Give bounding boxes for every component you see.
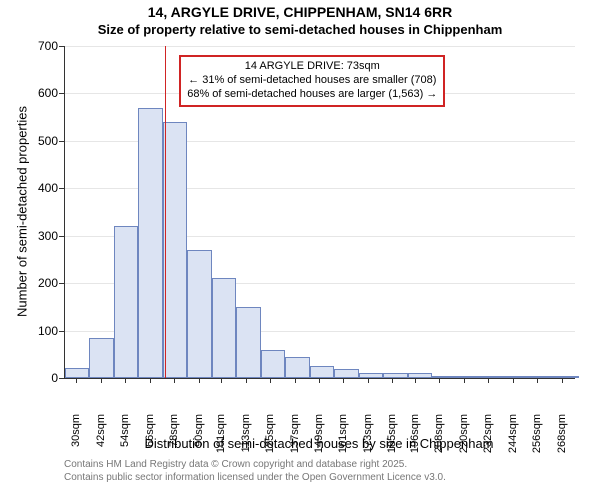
x-tick-label: 185sqm [386, 414, 398, 462]
histogram-bar [310, 366, 334, 378]
plot-area: 14 ARGYLE DRIVE: 73sqm← 31% of semi-deta… [64, 46, 575, 379]
histogram-bar [530, 376, 554, 378]
x-tick-mark [76, 378, 77, 383]
x-tick-mark [368, 378, 369, 383]
x-tick-label: 173sqm [362, 414, 374, 462]
x-tick-label: 232sqm [482, 414, 494, 462]
x-tick-label: 220sqm [458, 414, 470, 462]
reference-line [165, 46, 166, 378]
histogram-bar [114, 226, 138, 378]
y-tick-label: 600 [22, 86, 58, 100]
x-tick-mark [343, 378, 344, 383]
y-tick-label: 0 [22, 371, 58, 385]
x-tick-label: 101sqm [215, 414, 227, 462]
x-tick-mark [415, 378, 416, 383]
x-tick-label: 196sqm [409, 414, 421, 462]
y-tick-label: 100 [22, 324, 58, 338]
x-tick-label: 149sqm [313, 414, 325, 462]
x-tick-mark [125, 378, 126, 383]
x-tick-label: 66sqm [144, 414, 156, 462]
x-tick-label: 244sqm [507, 414, 519, 462]
x-tick-label: 161sqm [337, 414, 349, 462]
annotation-box: 14 ARGYLE DRIVE: 73sqm← 31% of semi-deta… [179, 55, 445, 106]
x-tick-label: 268sqm [556, 414, 568, 462]
histogram-bar [481, 376, 505, 378]
histogram-bar [65, 368, 89, 378]
x-tick-mark [221, 378, 222, 383]
chart-container: 14, ARGYLE DRIVE, CHIPPENHAM, SN14 6RR S… [0, 0, 600, 500]
x-tick-mark [537, 378, 538, 383]
histogram-bar [457, 376, 481, 378]
y-tick-mark [59, 46, 64, 47]
histogram-bar [432, 376, 456, 378]
histogram-bar [187, 250, 211, 378]
y-tick-mark [59, 188, 64, 189]
gridline [65, 46, 575, 47]
x-tick-label: 54sqm [119, 414, 131, 462]
x-tick-mark [150, 378, 151, 383]
x-tick-mark [562, 378, 563, 383]
x-tick-mark [246, 378, 247, 383]
credits-line2: Contains public sector information licen… [64, 471, 446, 484]
chart-title-line2: Size of property relative to semi-detach… [0, 22, 600, 37]
annotation-line: 68% of semi-detached houses are larger (… [187, 88, 437, 102]
x-tick-mark [199, 378, 200, 383]
x-tick-label: 30sqm [70, 414, 82, 462]
histogram-bar [285, 357, 309, 378]
x-tick-mark [101, 378, 102, 383]
annotation-line: 14 ARGYLE DRIVE: 73sqm [187, 60, 437, 74]
x-tick-mark [392, 378, 393, 383]
histogram-bar [236, 307, 260, 378]
y-tick-mark [59, 378, 64, 379]
chart-title-line1: 14, ARGYLE DRIVE, CHIPPENHAM, SN14 6RR [0, 4, 600, 20]
x-tick-mark [295, 378, 296, 383]
x-tick-mark [513, 378, 514, 383]
y-tick-label: 300 [22, 229, 58, 243]
histogram-bar [138, 108, 162, 378]
x-tick-label: 78sqm [168, 414, 180, 462]
histogram-bar [212, 278, 236, 378]
x-tick-label: 90sqm [193, 414, 205, 462]
x-tick-label: 208sqm [433, 414, 445, 462]
histogram-bar [163, 122, 187, 378]
x-tick-mark [270, 378, 271, 383]
histogram-bar [359, 373, 383, 378]
histogram-bar [506, 376, 530, 378]
x-tick-mark [174, 378, 175, 383]
annotation-line: ← 31% of semi-detached houses are smalle… [187, 74, 437, 88]
y-tick-mark [59, 236, 64, 237]
y-tick-label: 700 [22, 39, 58, 53]
x-tick-label: 113sqm [240, 414, 252, 462]
x-tick-mark [464, 378, 465, 383]
histogram-bar [334, 369, 358, 378]
histogram-bar [555, 376, 579, 378]
x-tick-label: 137sqm [289, 414, 301, 462]
y-tick-label: 500 [22, 134, 58, 148]
y-tick-mark [59, 283, 64, 284]
y-tick-label: 400 [22, 181, 58, 195]
histogram-bar [261, 350, 285, 378]
histogram-bar [408, 373, 432, 378]
histogram-bar [383, 373, 407, 378]
y-tick-mark [59, 141, 64, 142]
x-tick-label: 42sqm [95, 414, 107, 462]
x-tick-mark [439, 378, 440, 383]
y-tick-mark [59, 93, 64, 94]
y-tick-label: 200 [22, 276, 58, 290]
x-tick-label: 256sqm [531, 414, 543, 462]
y-tick-mark [59, 331, 64, 332]
x-tick-mark [319, 378, 320, 383]
histogram-bar [89, 338, 113, 378]
x-tick-label: 125sqm [264, 414, 276, 462]
x-tick-mark [488, 378, 489, 383]
